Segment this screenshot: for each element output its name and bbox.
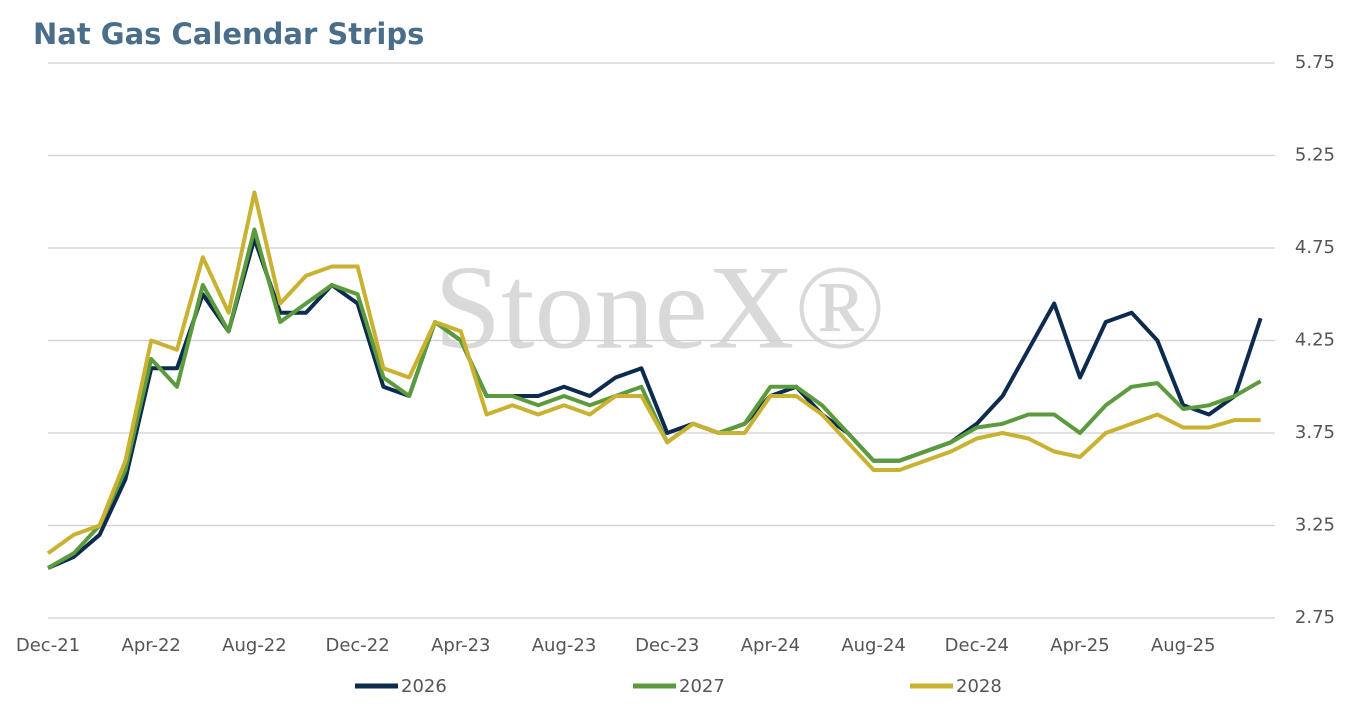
x-tick-label: Apr-22	[122, 635, 181, 656]
watermark: StoneX®	[434, 241, 885, 374]
legend-label: 2028	[956, 676, 1002, 697]
x-tick-label: Aug-25	[1151, 635, 1216, 656]
legend-label: 2027	[679, 676, 725, 697]
x-tick-label: Apr-23	[431, 635, 490, 656]
x-tick-label: Aug-23	[532, 635, 597, 656]
chart-title: Nat Gas Calendar Strips	[33, 17, 424, 51]
y-tick-label: 3.75	[1295, 422, 1335, 443]
y-tick-label: 4.25	[1295, 330, 1335, 351]
x-tick-label: Aug-24	[841, 635, 906, 656]
x-tick-label: Dec-22	[325, 635, 389, 656]
legend-label: 2026	[401, 676, 447, 697]
y-tick-label: 2.75	[1295, 607, 1335, 628]
line-series	[47, 227, 1262, 570]
x-tick-label: Apr-25	[1050, 635, 1109, 656]
x-tick-label: Dec-23	[635, 635, 699, 656]
line-series	[46, 190, 1261, 555]
y-tick-label: 4.75	[1295, 237, 1335, 258]
x-tick-label: Aug-22	[222, 635, 287, 656]
y-tick-label: 3.25	[1295, 515, 1335, 536]
x-tick-label: Dec-24	[945, 635, 1009, 656]
y-tick-label: 5.25	[1295, 145, 1335, 166]
x-tick-label: Apr-24	[741, 635, 800, 656]
y-tick-label: 5.75	[1295, 52, 1335, 73]
x-tick-label: Dec-21	[16, 635, 80, 656]
